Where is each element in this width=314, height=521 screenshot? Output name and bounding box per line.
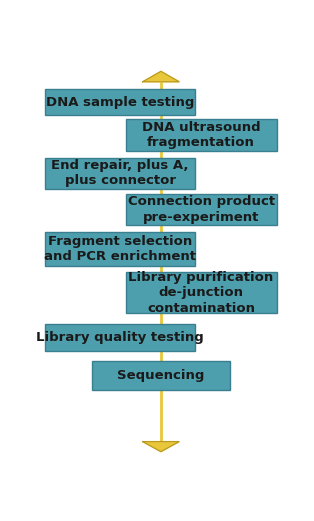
Text: Connection product
pre-experiment: Connection product pre-experiment: [127, 195, 275, 224]
Text: Library purification
de-junction
contamination: Library purification de-junction contami…: [128, 270, 274, 315]
FancyBboxPatch shape: [45, 157, 195, 189]
Text: End repair, plus A,
plus connector: End repair, plus A, plus connector: [51, 159, 189, 188]
FancyBboxPatch shape: [45, 232, 195, 266]
Text: DNA ultrasound
fragmentation: DNA ultrasound fragmentation: [142, 121, 260, 150]
FancyBboxPatch shape: [92, 362, 230, 390]
FancyBboxPatch shape: [45, 324, 195, 351]
FancyBboxPatch shape: [126, 119, 277, 151]
Polygon shape: [143, 71, 179, 82]
Text: Fragment selection
and PCR enrichment: Fragment selection and PCR enrichment: [44, 234, 196, 263]
Text: DNA sample testing: DNA sample testing: [46, 95, 194, 108]
Polygon shape: [143, 442, 179, 452]
Text: Sequencing: Sequencing: [117, 369, 205, 382]
FancyBboxPatch shape: [126, 194, 277, 225]
FancyBboxPatch shape: [126, 272, 277, 313]
FancyBboxPatch shape: [45, 89, 195, 116]
Text: Library quality testing: Library quality testing: [36, 331, 204, 344]
